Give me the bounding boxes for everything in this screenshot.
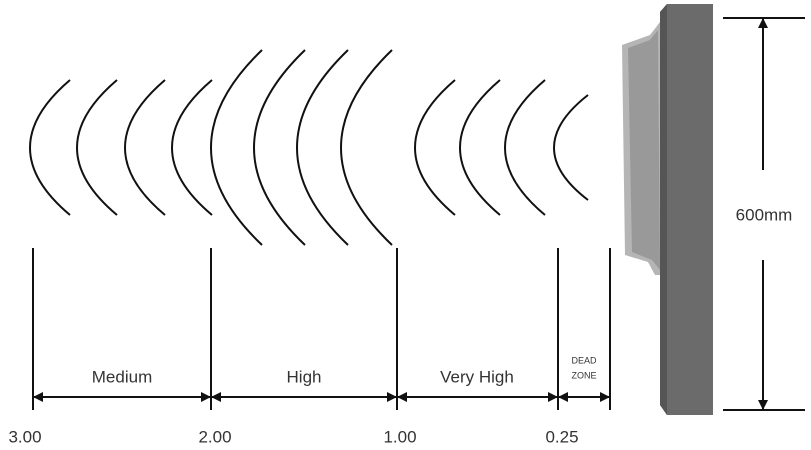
wave: [414, 79, 456, 216]
sensor-face: [628, 30, 660, 270]
wave: [253, 49, 306, 246]
wave: [124, 79, 166, 216]
zone-label: Medium: [92, 367, 152, 386]
waves: [29, 49, 589, 246]
zone-label: ZONE: [571, 370, 596, 380]
wave: [296, 49, 349, 246]
wave: [210, 49, 263, 246]
zone-label: DEAD: [571, 355, 597, 365]
device: [622, 4, 713, 415]
zone-label: Very High: [440, 367, 514, 386]
wave: [29, 79, 71, 216]
distance-label: 3.00: [8, 427, 41, 446]
wave: [76, 79, 118, 216]
wave: [340, 49, 393, 246]
wall: [660, 4, 713, 415]
wave: [504, 79, 546, 216]
wave: [171, 79, 213, 216]
wall-edge: [660, 4, 667, 415]
distance-label: 1.00: [383, 427, 416, 446]
distance-label: 2.00: [198, 427, 231, 446]
distance-lines: [32, 248, 611, 410]
distance-label: 0.25: [545, 427, 578, 446]
zone-label: High: [287, 367, 322, 386]
wave: [459, 79, 501, 216]
wave: [553, 94, 589, 201]
height-label: 600mm: [736, 205, 793, 224]
height-dimension: 600mm: [723, 17, 805, 411]
